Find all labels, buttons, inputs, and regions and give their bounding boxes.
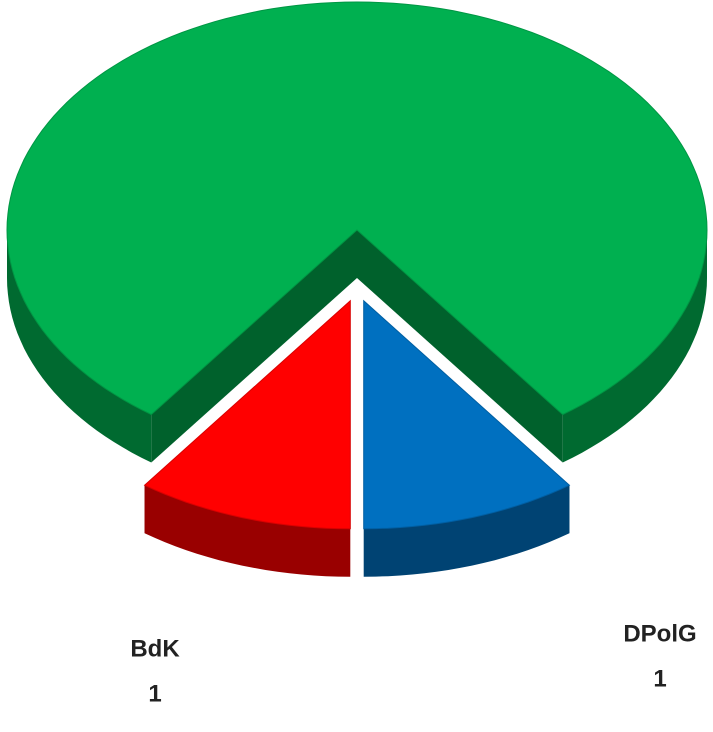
slice — [363, 299, 571, 530]
slice-wall — [151, 230, 357, 463]
slice-wall — [357, 230, 563, 463]
slice-label: BdK — [130, 635, 180, 662]
pie — [6, 1, 708, 577]
slice-side — [144, 485, 351, 577]
slice-side — [562, 230, 707, 463]
slice — [6, 1, 708, 416]
slice-label: DPolG — [623, 620, 696, 647]
slice-value-label: 1 — [148, 680, 161, 707]
slice-side — [7, 230, 152, 463]
slice-value-label: 1 — [653, 665, 666, 692]
slice — [143, 299, 351, 530]
slice-side — [363, 485, 570, 577]
